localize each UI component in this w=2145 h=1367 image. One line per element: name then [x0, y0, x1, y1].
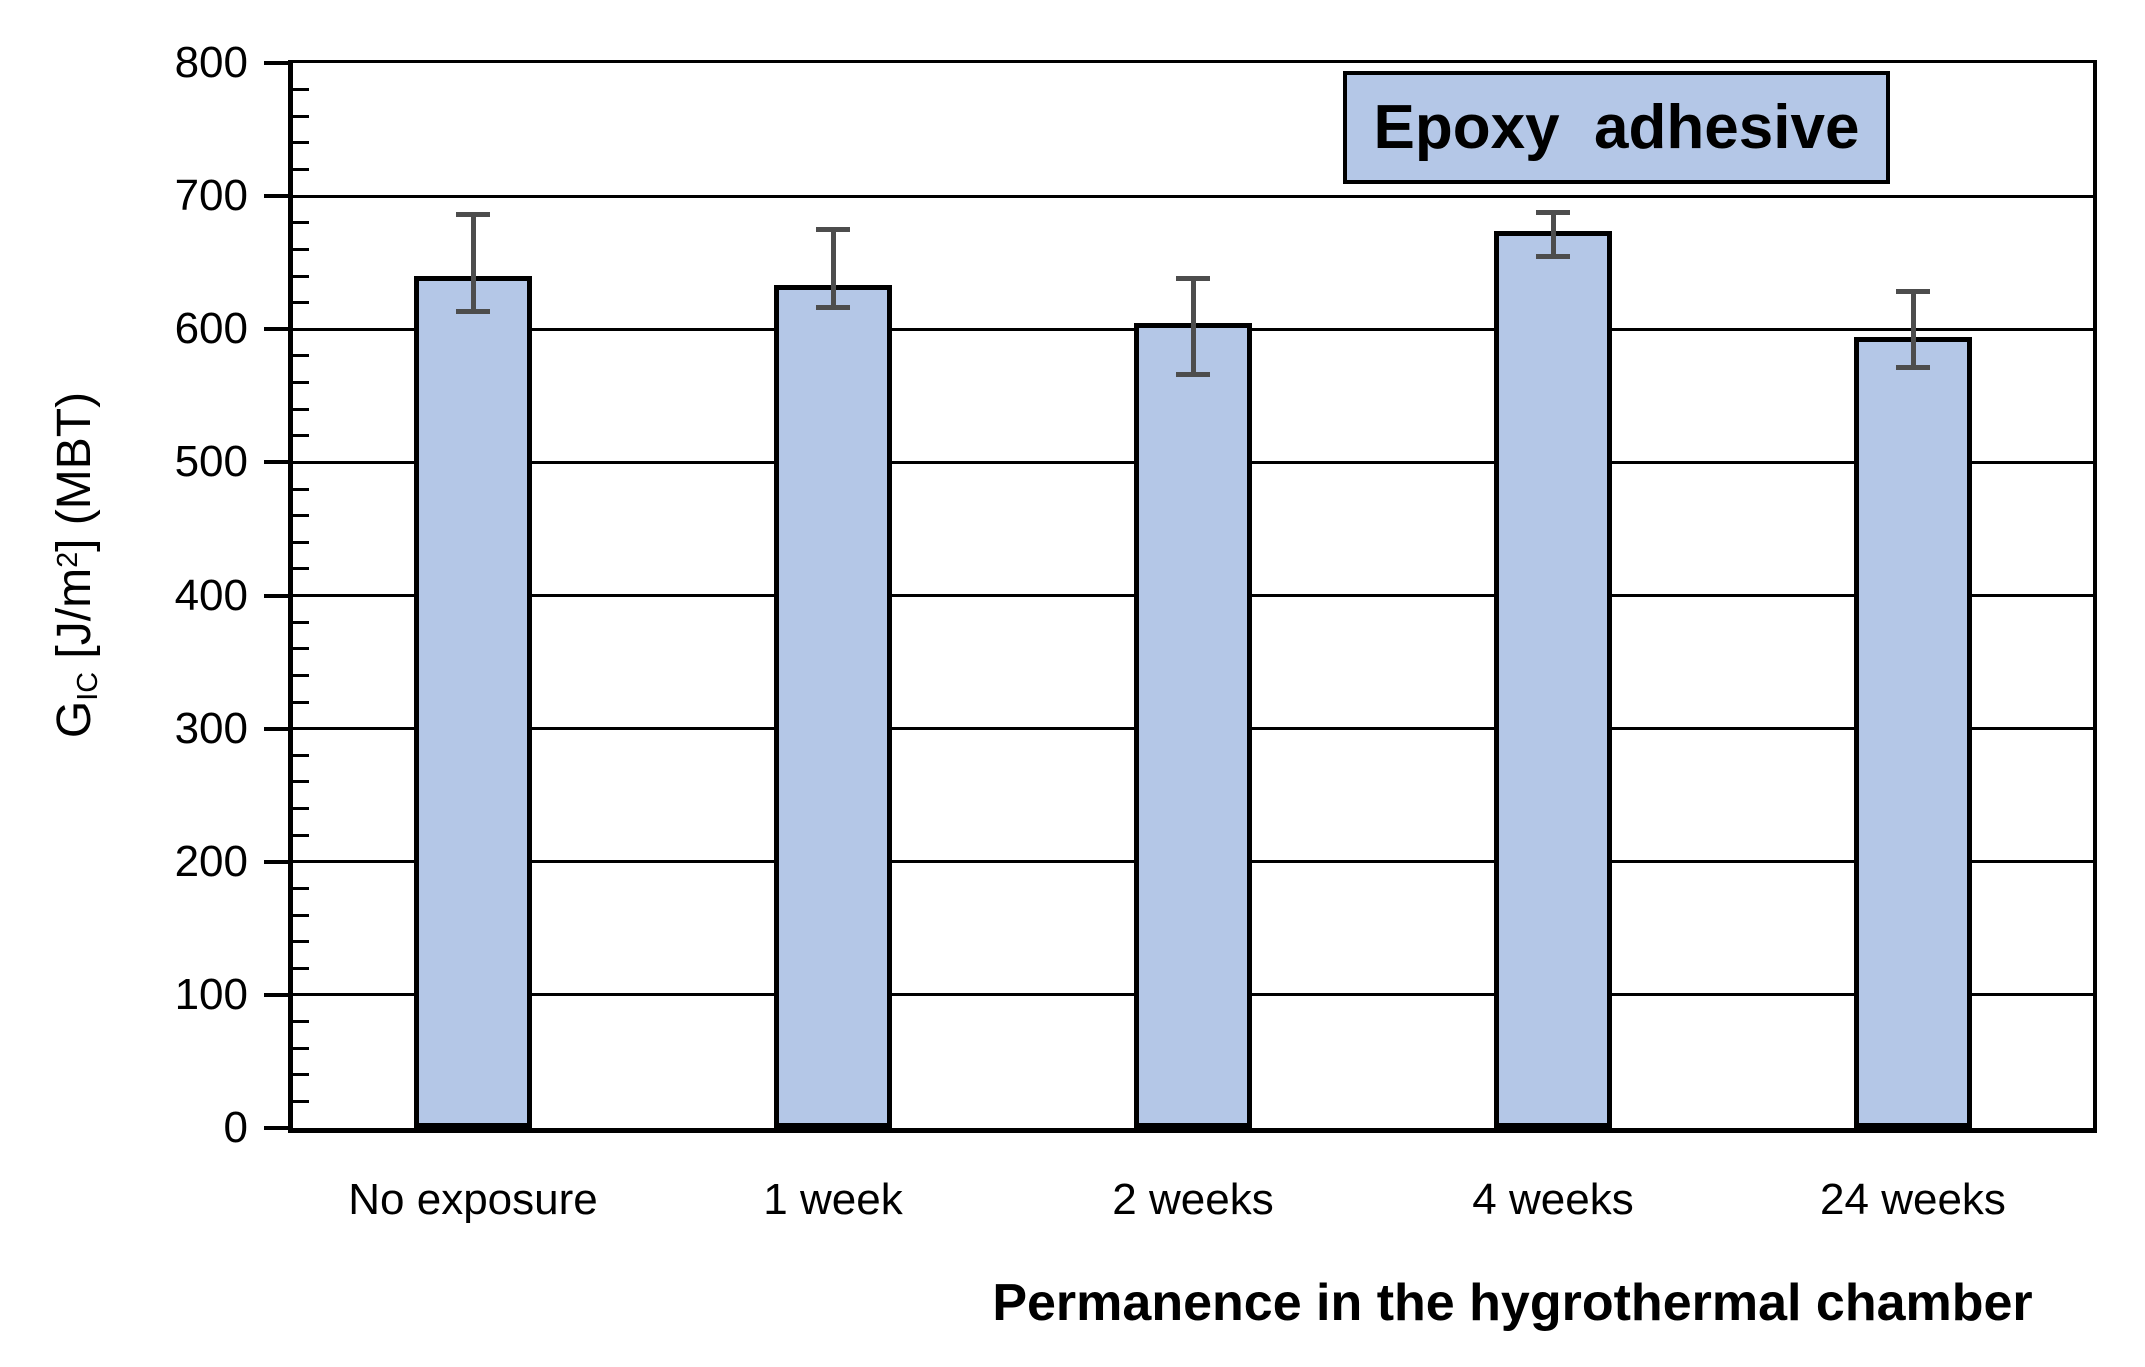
y-minor-tick-360: [293, 647, 309, 651]
error-bar-cap-bottom-4: [1536, 253, 1570, 259]
y-minor-tick-180: [293, 886, 309, 890]
error-bar-cap-top-2: [816, 226, 850, 232]
error-bar-cap-bottom-1: [456, 309, 490, 315]
x-axis-tick-labels: No exposure 1 week 2 weeks 4 weeks 24 weeks: [293, 1172, 2093, 1232]
error-bar-stem-3: [1190, 278, 1196, 375]
y-minor-tick-340: [293, 673, 309, 677]
y-minor-tick-560: [293, 381, 309, 384]
y-minor-tick-660: [293, 247, 309, 251]
y-major-tick-100: [264, 992, 288, 997]
y-minor-tick-320: [293, 700, 309, 704]
x-axis-title: Permanence in the hygrothermal chamber: [992, 1274, 2033, 1332]
y-tick-label-500: 500: [174, 437, 248, 487]
y-tick-label-100: 100: [174, 969, 248, 1019]
y-tick-label-700: 700: [174, 171, 248, 221]
y-minor-tick-240: [293, 807, 309, 810]
error-bar-cap-bottom-3: [1176, 372, 1210, 377]
y-minor-tick-580: [293, 354, 309, 358]
legend-box: Epoxy adhesive: [1343, 71, 1890, 184]
plot-area: [264, 60, 2097, 1133]
y-tick-label-200: 200: [174, 836, 248, 886]
y-minor-tick-140: [293, 940, 309, 944]
y-major-tick-300: [264, 726, 288, 731]
bar-1-week: [774, 285, 892, 1128]
y-major-tick-200: [264, 859, 288, 864]
error-bar-cap-bottom-5: [1896, 365, 1930, 371]
error-bar-cap-top-5: [1896, 289, 1930, 295]
y-minor-tick-160: [293, 913, 309, 917]
error-bar-cap-bottom-2: [816, 305, 850, 311]
legend-label: Epoxy adhesive: [1373, 93, 1860, 162]
y-tick-label-400: 400: [174, 570, 248, 620]
error-bar-cap-top-3: [1176, 276, 1210, 282]
x-tick-label-1-week: 1 week: [763, 1175, 903, 1224]
bar-2-weeks: [1134, 322, 1252, 1128]
error-bar-cap-top-4: [1536, 209, 1570, 215]
error-bar-stem-4: [1550, 212, 1556, 257]
y-minor-tick-280: [293, 753, 309, 757]
y-major-tick-600: [264, 327, 288, 332]
y-minor-tick-540: [293, 407, 309, 411]
y-tick-label-0: 0: [223, 1103, 248, 1152]
y-tick-label-600: 600: [174, 304, 248, 354]
y-minor-tick-460: [293, 514, 309, 518]
y-major-tick-400: [264, 593, 288, 598]
x-tick-label-4-weeks: 4 weeks: [1472, 1175, 1634, 1224]
y-minor-tick-520: [293, 434, 309, 438]
y-minor-tick-740: [293, 141, 309, 145]
y-minor-tick-80: [293, 1020, 309, 1023]
y-axis-tick-labels: 0 100 200 300 400 500 600 700 800: [0, 38, 248, 1152]
y-minor-tick-480: [293, 487, 309, 491]
error-bar-stem-1: [470, 214, 476, 312]
y-minor-tick-780: [293, 88, 309, 92]
bar-4-weeks: [1494, 230, 1612, 1128]
y-major-tick-800: [264, 61, 288, 65]
y-minor-tick-620: [293, 301, 309, 305]
y-minor-tick-20: [293, 1099, 309, 1103]
error-bar-cap-top-1: [456, 212, 490, 218]
bar-no-exposure: [414, 276, 532, 1128]
y-minor-tick-720: [293, 168, 309, 171]
x-tick-label-24-weeks: 24 weeks: [1820, 1175, 2006, 1224]
y-minor-tick-60: [293, 1046, 309, 1050]
y-minor-tick-440: [293, 540, 309, 544]
y-minor-tick-760: [293, 114, 309, 118]
y-minor-tick-120: [293, 966, 309, 970]
x-tick-label-2-weeks: 2 weeks: [1112, 1175, 1274, 1224]
y-tick-label-300: 300: [174, 703, 248, 753]
error-bar-stem-2: [830, 229, 836, 308]
error-bar-stem-5: [1910, 291, 1916, 368]
gridline-700: [293, 194, 2093, 198]
y-major-tick-700: [264, 194, 288, 199]
y-minor-tick-680: [293, 221, 309, 225]
bar-24-weeks: [1854, 337, 1972, 1128]
x-tick-label-no-exposure: No exposure: [348, 1175, 598, 1224]
y-tick-label-800: 800: [174, 38, 248, 87]
y-minor-tick-640: [293, 274, 309, 278]
y-major-tick-0: [264, 1126, 288, 1130]
y-minor-tick-260: [293, 780, 309, 784]
y-minor-tick-420: [293, 567, 309, 571]
y-minor-tick-40: [293, 1073, 309, 1077]
y-major-tick-500: [264, 460, 288, 465]
y-minor-tick-220: [293, 833, 309, 837]
y-minor-tick-380: [293, 620, 309, 624]
